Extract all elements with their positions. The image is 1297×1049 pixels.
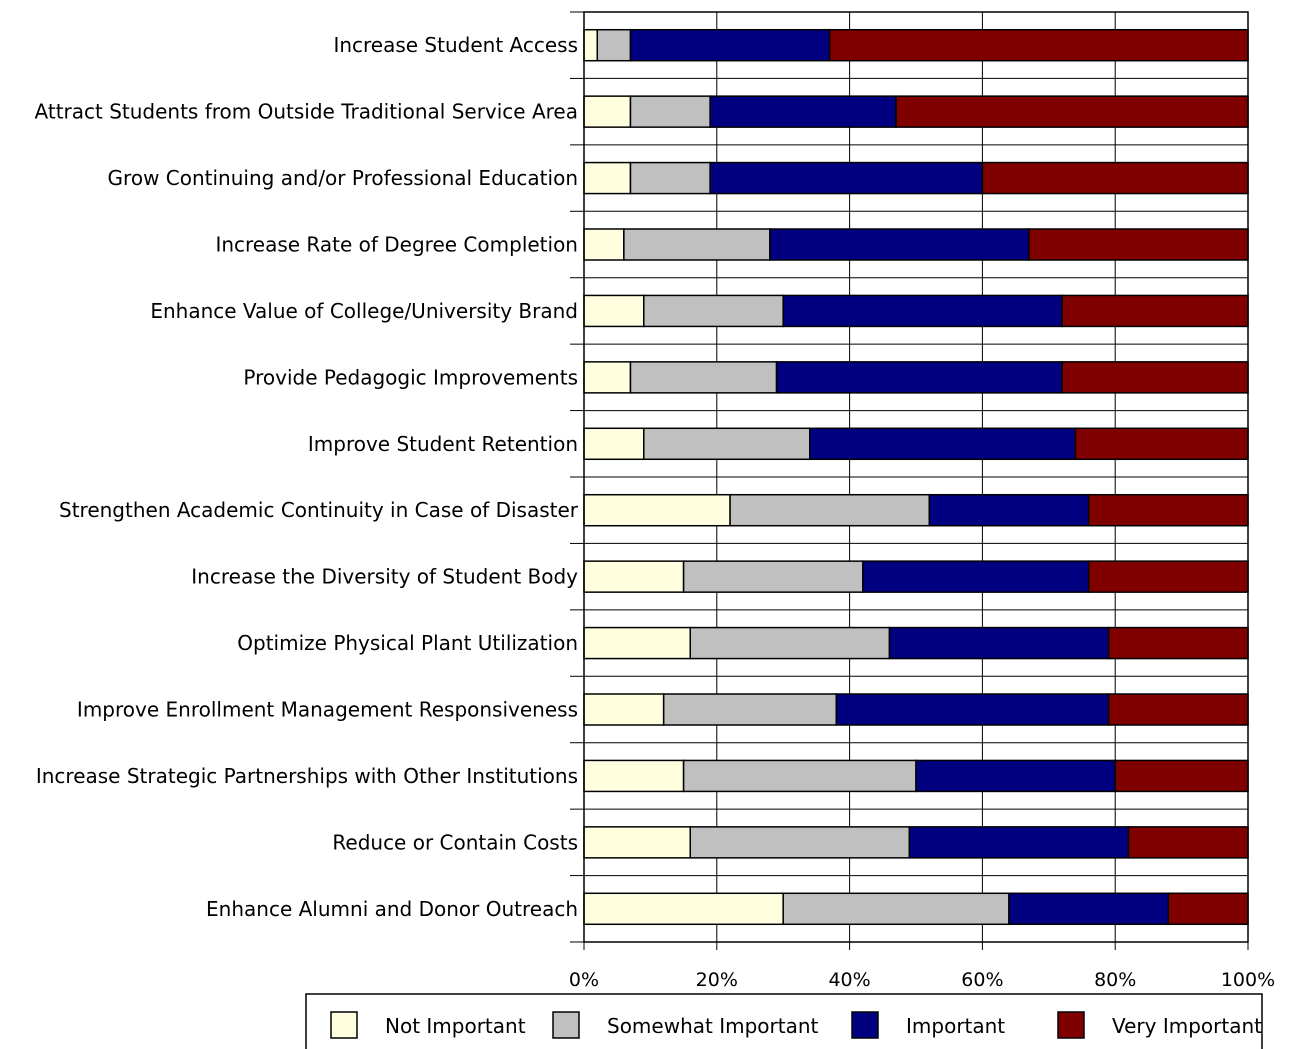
bar-segment (689, 626, 891, 660)
bar-segment (908, 826, 1130, 859)
bar-segment (1127, 826, 1249, 859)
bar-segment (583, 228, 625, 261)
category-label: Strengthen Academic Continuity in Case o… (59, 498, 579, 522)
bar-segment (888, 626, 1110, 660)
bar-segment (583, 560, 685, 593)
bar-segment (835, 693, 1110, 726)
bar-segment (643, 294, 784, 328)
bar-segment (583, 892, 784, 926)
bar-segment (643, 427, 811, 461)
bar-segment (583, 294, 645, 328)
category-label: Enhance Value of College/University Bran… (150, 299, 578, 323)
category-label: Optimize Physical Plant Utilization (237, 631, 578, 655)
category-label: Improve Enrollment Management Responsive… (77, 698, 578, 722)
bar-segment (682, 560, 864, 593)
bar-segment (895, 95, 1249, 128)
x-tick-label: 60% (961, 969, 1003, 991)
bar-segment (583, 28, 599, 62)
category-label: Grow Continuing and/or Professional Educ… (108, 166, 578, 190)
category-label: Increase Strategic Partnerships with Oth… (36, 764, 578, 788)
legend-swatch (851, 1011, 879, 1039)
legend-swatch (330, 1011, 358, 1039)
bar-segment (1167, 892, 1249, 926)
bar-segment (809, 427, 1077, 461)
bar-segment (583, 759, 685, 793)
bar-segment (682, 759, 917, 793)
bar-segment (583, 826, 691, 859)
bar-segment (583, 626, 691, 660)
bar-segment (662, 693, 838, 726)
bar-segment (629, 95, 711, 128)
bar-segment (1087, 560, 1249, 593)
bar-segment (1107, 693, 1249, 726)
category-label: Provide Pedagogic Improvements (243, 365, 578, 389)
bar-segment (709, 161, 984, 195)
bar-segment (775, 361, 1063, 394)
x-tick-label: 0% (569, 969, 599, 991)
category-label: Increase Rate of Degree Completion (215, 233, 578, 257)
legend-label: Very Important (1112, 1014, 1262, 1038)
bar-segment (1028, 228, 1249, 261)
bar-segment (583, 95, 632, 128)
bar-segment (596, 28, 632, 62)
bar-segment (782, 294, 1063, 328)
category-label: Enhance Alumni and Donor Outreach (206, 897, 578, 921)
bar-segment (583, 161, 632, 195)
bar-segment (1061, 361, 1249, 394)
bar-segment (928, 493, 1090, 527)
bar-segment (729, 493, 931, 527)
bar-segment (583, 493, 731, 527)
bar-segment (769, 228, 1030, 261)
legend-label: Somewhat Important (607, 1014, 819, 1038)
legend-label: Not Important (385, 1014, 526, 1038)
legend-swatch (552, 1011, 580, 1039)
bar-segment (1087, 493, 1249, 527)
bar-segment (862, 560, 1090, 593)
category-label: Reduce or Contain Costs (332, 830, 578, 854)
legend-label: Important (906, 1014, 1005, 1038)
category-label: Increase Student Access (333, 33, 578, 57)
category-label: Attract Students from Outside Traditiona… (35, 100, 578, 124)
bar-segment (583, 427, 645, 461)
bar-segment (623, 228, 771, 261)
x-tick-label: 40% (828, 969, 870, 991)
bar-segment (1074, 427, 1249, 461)
bar-segment (629, 28, 831, 62)
bar-segment (709, 95, 897, 128)
bar-segment (981, 161, 1249, 195)
bar-segment (782, 892, 1010, 926)
bar-segment (828, 28, 1249, 62)
legend-box (305, 993, 1263, 1049)
category-label: Improve Student Retention (308, 432, 578, 456)
bar-segment (1114, 759, 1249, 793)
bar-segment (1107, 626, 1249, 660)
x-tick-label: 20% (696, 969, 738, 991)
bar-segment (629, 161, 711, 195)
x-tick-label: 100% (1221, 969, 1275, 991)
bar-segment (629, 361, 778, 394)
category-label: Increase the Diversity of Student Body (191, 565, 578, 589)
bar-segment (689, 826, 911, 859)
bar-segment (583, 361, 632, 394)
x-tick-label: 80% (1094, 969, 1136, 991)
bar-segment (1008, 892, 1170, 926)
bar-segment (915, 759, 1116, 793)
bar-segment (1061, 294, 1249, 328)
bar-segment (583, 693, 665, 726)
legend-swatch (1057, 1011, 1085, 1039)
